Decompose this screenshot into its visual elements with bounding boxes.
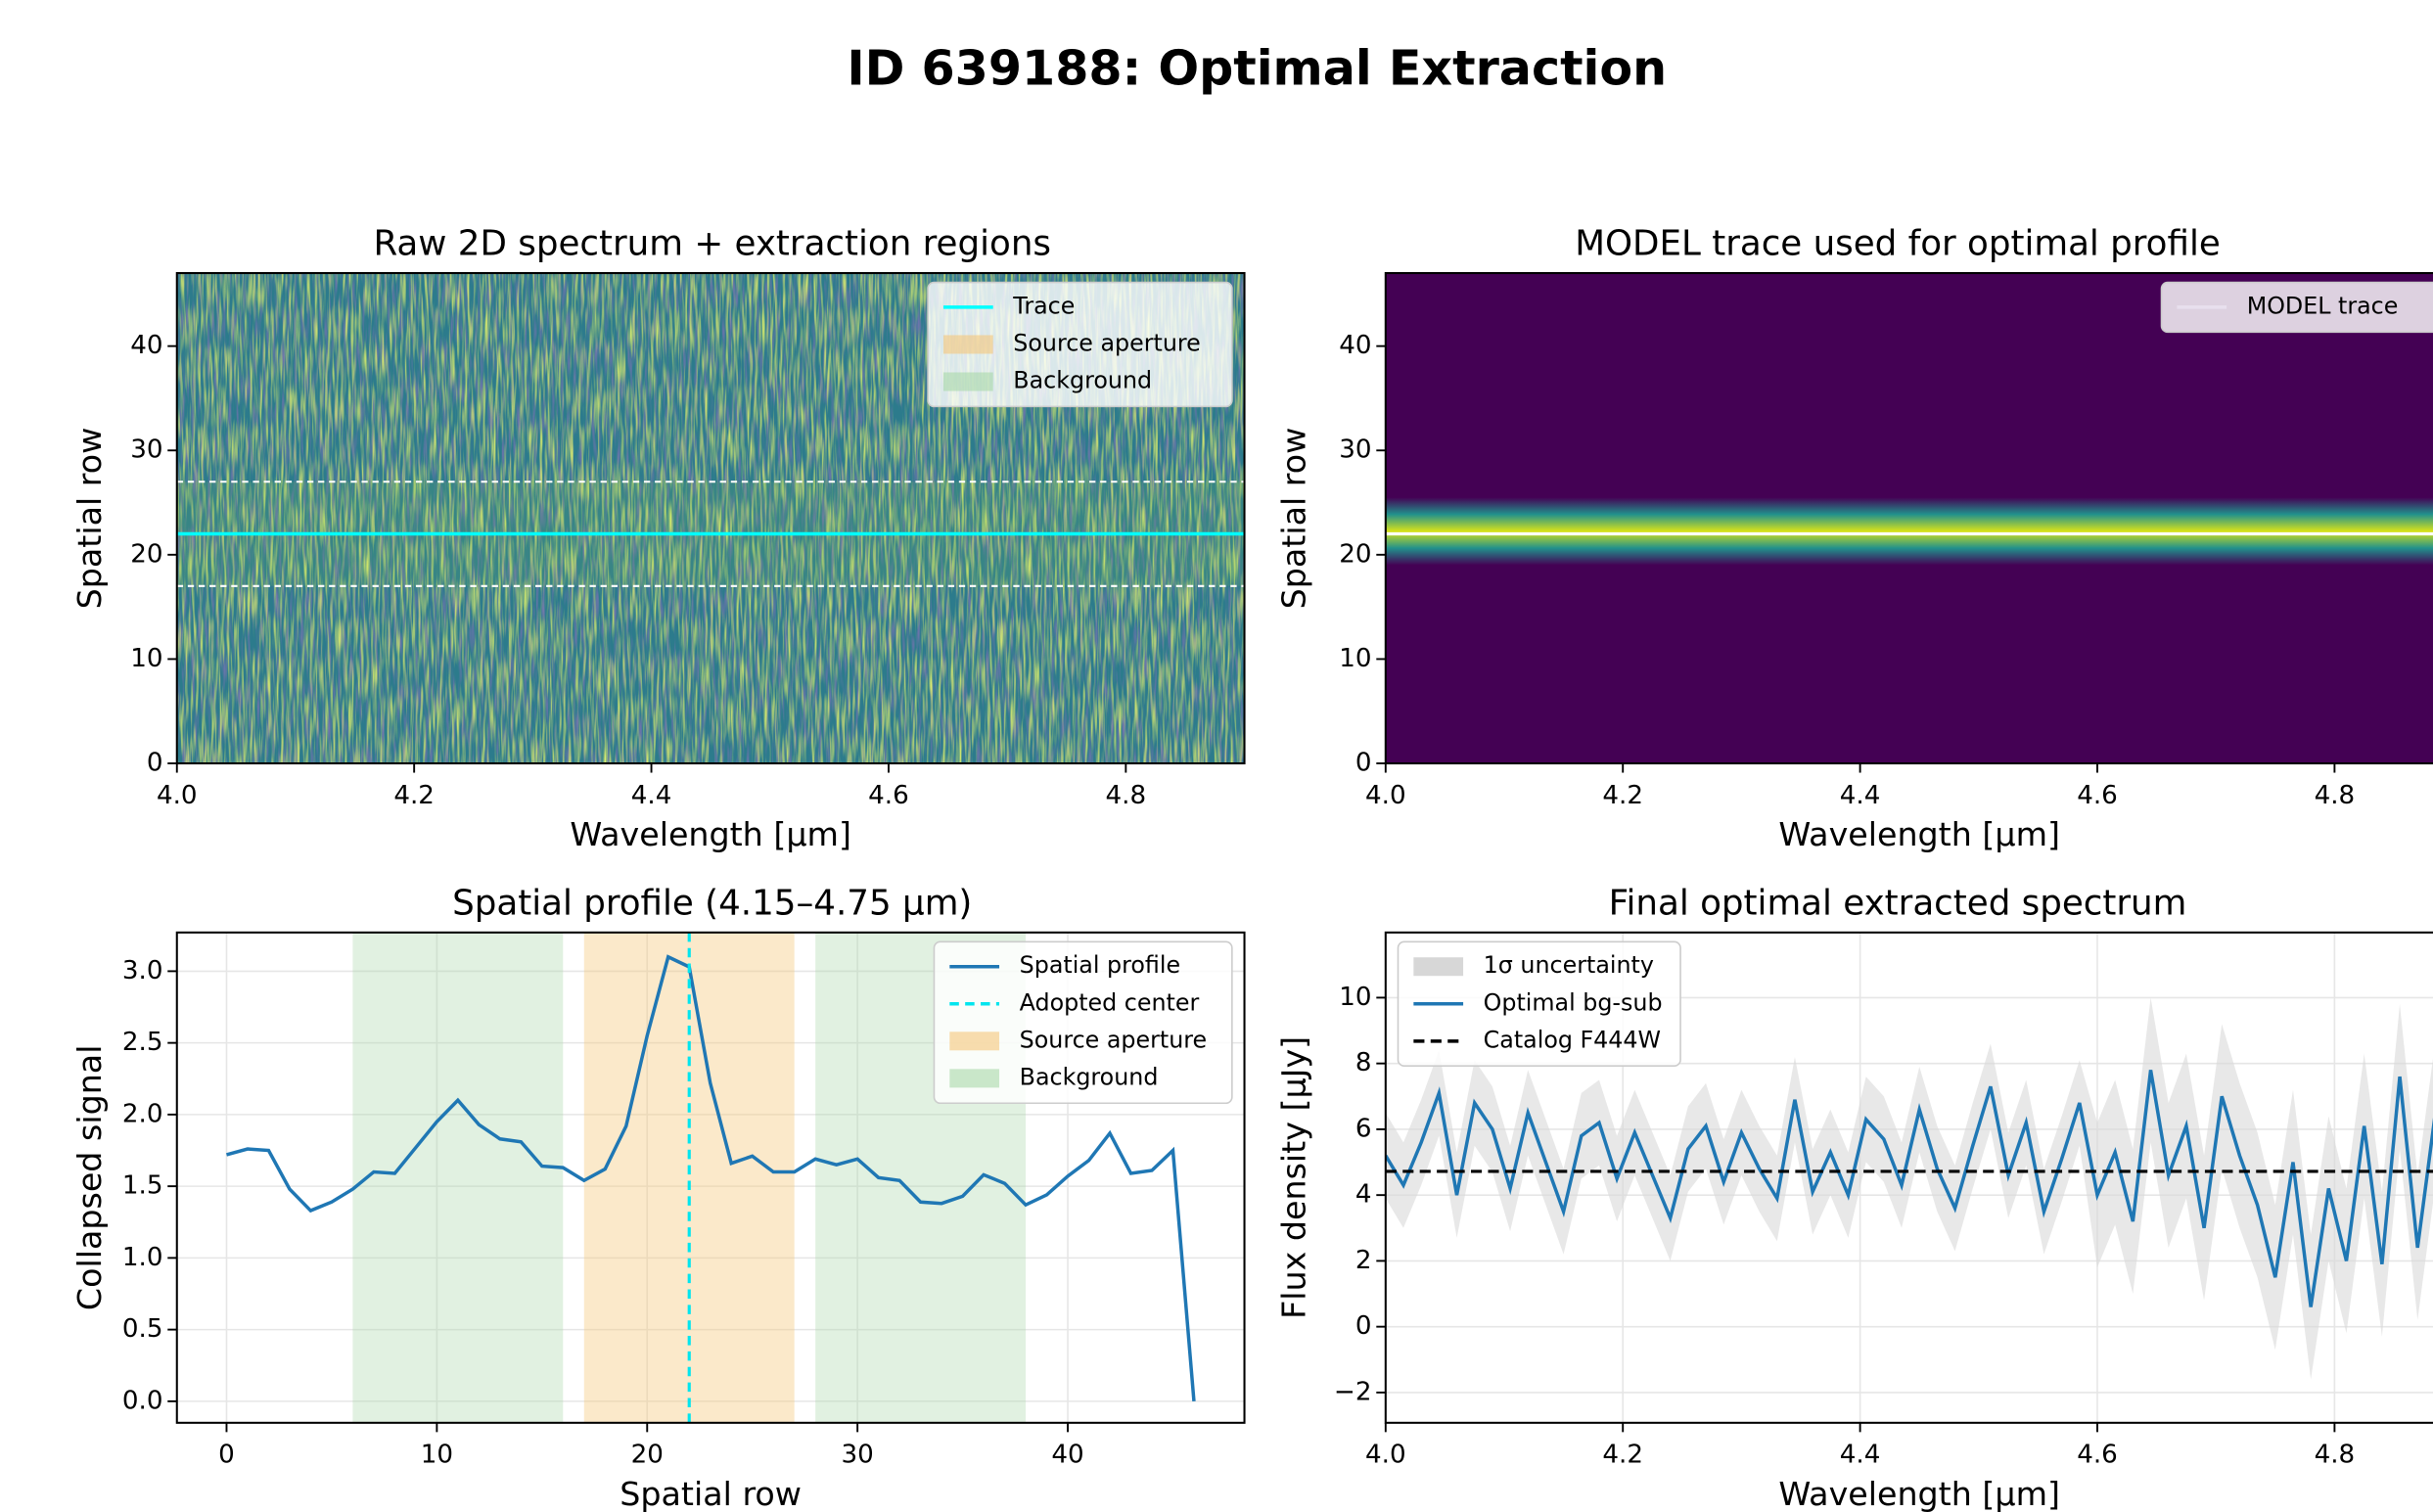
panel: Spatial profile Adopted center Source aper… bbox=[70, 883, 1246, 1512]
y-tick-label: 10 bbox=[130, 644, 162, 673]
legend-label: Optimal bg-sub bbox=[1484, 988, 1663, 1016]
y-axis-label: Collapsed signal bbox=[70, 1045, 109, 1311]
y-tick-label: 2.5 bbox=[122, 1028, 163, 1057]
legend-label: Source aperture bbox=[1013, 329, 1200, 356]
x-tick-label: 10 bbox=[421, 1441, 453, 1470]
x-axis-label: Spatial row bbox=[620, 1475, 802, 1512]
legend-label: Adopted center bbox=[1020, 988, 1200, 1016]
legend-label: Trace bbox=[1012, 292, 1075, 319]
x-tick-label: 4.6 bbox=[2077, 1441, 2118, 1470]
y-tick-label: 4 bbox=[1355, 1180, 1372, 1210]
data-line bbox=[1385, 1070, 2433, 1307]
plot-area bbox=[1385, 273, 2433, 764]
x-axis-label: Wavelength [µm] bbox=[570, 815, 851, 853]
legend-box bbox=[1397, 940, 1681, 1067]
y-tick-label: 40 bbox=[130, 331, 162, 360]
axes-frame bbox=[1384, 931, 2433, 1424]
x-tick-label: 4.8 bbox=[1106, 781, 1147, 810]
legend-box bbox=[933, 940, 1233, 1105]
panel: MODEL trace 4.0 4.2 4.4 4.6 4.8 0 10 20 30 40 MODEL… bbox=[1274, 223, 2433, 853]
uncertainty-band bbox=[1385, 997, 2433, 1380]
legend-box bbox=[927, 281, 1233, 408]
x-axis-label: Wavelength [µm] bbox=[1778, 815, 2060, 853]
y-tick-label: 0.0 bbox=[122, 1386, 163, 1415]
y-tick-label: 0 bbox=[1355, 1311, 1372, 1341]
data-line bbox=[226, 954, 1196, 1402]
axes-frame bbox=[175, 931, 1246, 1424]
legend-label: 1σ uncertainty bbox=[1484, 951, 1654, 979]
y-tick-label: 0.5 bbox=[122, 1314, 163, 1344]
legend-label: Background bbox=[1020, 1063, 1159, 1090]
y-tick-label: 0 bbox=[1355, 749, 1372, 778]
y-tick-label: 2 bbox=[1355, 1246, 1372, 1275]
aperture-region bbox=[583, 932, 795, 1423]
legend-label: Background bbox=[1013, 367, 1152, 394]
y-axis-label: Spatial row bbox=[70, 428, 109, 610]
y-tick-label: 40 bbox=[1339, 331, 1371, 360]
y-tick-label: 20 bbox=[1339, 539, 1371, 569]
x-tick-label: 4.2 bbox=[1602, 1441, 1643, 1470]
y-tick-label: 8 bbox=[1355, 1048, 1372, 1077]
legend-swatch bbox=[942, 335, 993, 354]
x-tick-label: 4.4 bbox=[1840, 781, 1881, 810]
legend-swatch bbox=[949, 1031, 1000, 1051]
x-tick-label: 4.2 bbox=[1602, 781, 1643, 810]
x-tick-label: 4.4 bbox=[1840, 1441, 1881, 1470]
panel-title: MODEL trace used for optimal profile bbox=[1575, 223, 2221, 263]
x-tick-label: 4.0 bbox=[1365, 781, 1406, 810]
axes-frame bbox=[1384, 272, 2433, 765]
background-region bbox=[352, 932, 564, 1423]
x-tick-label: 4.6 bbox=[2077, 781, 2118, 810]
y-tick-label: 6 bbox=[1355, 1114, 1372, 1143]
y-tick-label: 0 bbox=[147, 749, 163, 778]
y-axis-label: Flux density [µJy] bbox=[1274, 1036, 1312, 1319]
x-tick-label: 4.6 bbox=[868, 781, 909, 810]
x-axis-label: Wavelength [µm] bbox=[1778, 1475, 2060, 1512]
figure-title: ID 639188: Optimal Extraction bbox=[847, 39, 1667, 96]
x-tick-label: 4.8 bbox=[2315, 1441, 2356, 1470]
y-tick-label: 2.0 bbox=[122, 1099, 163, 1128]
legend-label: Catalog F444W bbox=[1484, 1026, 1661, 1053]
y-tick-label: 10 bbox=[1339, 644, 1371, 673]
y-tick-label: −2 bbox=[1334, 1377, 1372, 1406]
y-tick-label: 1.0 bbox=[122, 1243, 163, 1272]
y-axis-label: Spatial row bbox=[1274, 428, 1312, 610]
y-tick-label: 1.5 bbox=[122, 1171, 163, 1201]
y-tick-label: 30 bbox=[130, 435, 162, 465]
x-tick-label: 4.4 bbox=[631, 781, 672, 810]
x-tick-label: 0 bbox=[218, 1441, 235, 1470]
y-tick-label: 3.0 bbox=[122, 956, 163, 985]
x-tick-label: 4.8 bbox=[2315, 781, 2356, 810]
x-tick-label: 30 bbox=[842, 1441, 874, 1470]
y-tick-label: 30 bbox=[1339, 435, 1371, 465]
y-tick-label: 10 bbox=[1339, 983, 1371, 1012]
model-band bbox=[1385, 497, 2433, 566]
panel: Trace Source aperture Background 4.0 4.2 4.4 4… bbox=[70, 223, 1246, 853]
x-tick-label: 40 bbox=[1051, 1441, 1083, 1470]
panel: 1σ uncertainty Optimal bg-sub Catalog F444… bbox=[1274, 883, 2433, 1512]
panel-title: Spatial profile (4.15–4.75 µm) bbox=[452, 883, 972, 923]
legend-label: Spatial profile bbox=[1020, 951, 1180, 979]
panel-title: Final optimal extracted spectrum bbox=[1609, 883, 2187, 923]
x-tick-label: 4.0 bbox=[1365, 1441, 1406, 1470]
legend-label: Source aperture bbox=[1020, 1026, 1207, 1053]
legend-swatch bbox=[942, 372, 993, 391]
x-tick-label: 4.0 bbox=[157, 781, 198, 810]
legend-box bbox=[2160, 281, 2433, 334]
axes-frame bbox=[175, 272, 1246, 765]
panel-title: Raw 2D spectrum + extraction regions bbox=[373, 223, 1051, 263]
legend-label: MODEL trace bbox=[2247, 292, 2399, 319]
x-tick-label: 4.2 bbox=[393, 781, 435, 810]
y-tick-label: 20 bbox=[130, 539, 162, 569]
legend-swatch bbox=[1413, 957, 1464, 977]
x-tick-label: 20 bbox=[631, 1441, 664, 1470]
legend-swatch bbox=[949, 1069, 1000, 1088]
